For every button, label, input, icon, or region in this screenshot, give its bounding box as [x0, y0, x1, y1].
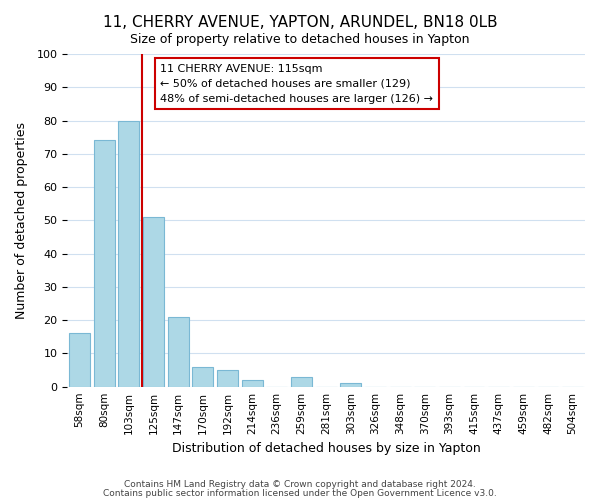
Bar [192, 366, 213, 386]
Bar [340, 384, 361, 386]
Text: Contains public sector information licensed under the Open Government Licence v3: Contains public sector information licen… [103, 488, 497, 498]
Bar [94, 140, 115, 386]
Bar [118, 120, 139, 386]
Text: 11, CHERRY AVENUE, YAPTON, ARUNDEL, BN18 0LB: 11, CHERRY AVENUE, YAPTON, ARUNDEL, BN18… [103, 15, 497, 30]
Text: 11 CHERRY AVENUE: 115sqm
← 50% of detached houses are smaller (129)
48% of semi-: 11 CHERRY AVENUE: 115sqm ← 50% of detach… [160, 64, 433, 104]
Bar [69, 334, 90, 386]
Bar [143, 217, 164, 386]
Text: Size of property relative to detached houses in Yapton: Size of property relative to detached ho… [130, 32, 470, 46]
Bar [167, 317, 188, 386]
Y-axis label: Number of detached properties: Number of detached properties [15, 122, 28, 319]
Bar [217, 370, 238, 386]
X-axis label: Distribution of detached houses by size in Yapton: Distribution of detached houses by size … [172, 442, 481, 455]
Bar [242, 380, 263, 386]
Text: Contains HM Land Registry data © Crown copyright and database right 2024.: Contains HM Land Registry data © Crown c… [124, 480, 476, 489]
Bar [291, 376, 312, 386]
